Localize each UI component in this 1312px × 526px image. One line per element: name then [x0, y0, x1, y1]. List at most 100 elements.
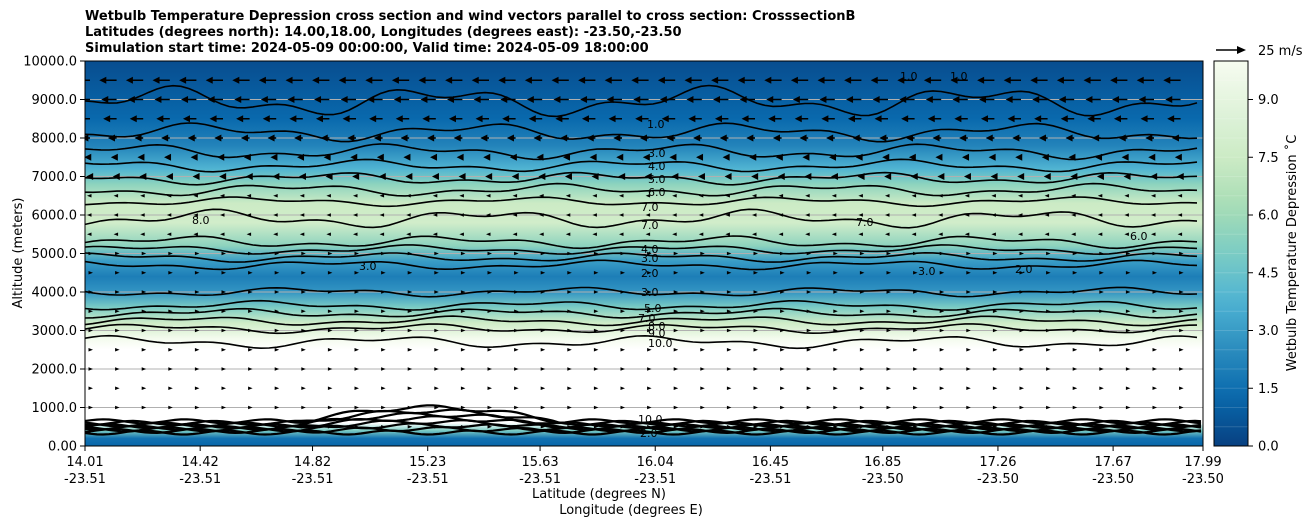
wind-vector [939, 347, 945, 352]
contour-label: 7.0 [638, 312, 656, 325]
contour-line [85, 84, 1198, 118]
wind-vector [1165, 96, 1181, 103]
wind-vector [560, 134, 569, 142]
wind-vector [115, 328, 120, 333]
wind-vector [1046, 290, 1051, 294]
wind-vector [326, 232, 331, 237]
wind-vector [221, 328, 226, 333]
wind-vector [1046, 405, 1051, 410]
x-tick-label-lat: 15.63 [521, 455, 558, 470]
wind-vector [726, 290, 732, 294]
wind-vector [722, 153, 730, 161]
wind-vector [540, 386, 546, 391]
wind-vector [1038, 134, 1048, 142]
wind-vector [378, 173, 386, 180]
wind-vector [954, 115, 968, 123]
wind-vector [540, 309, 546, 314]
wind-vector [273, 193, 278, 198]
wind-vector [88, 424, 93, 429]
colorbar-tick-label: 1.5 [1258, 382, 1279, 397]
wind-vector [1095, 153, 1103, 161]
colorbar-tick-label: 9.0 [1258, 93, 1279, 108]
wind-vector [458, 173, 466, 180]
y-tick-label: 2000.0 [32, 363, 78, 378]
wind-vector [347, 134, 356, 142]
wind-vector [859, 347, 865, 352]
wind-vector [620, 309, 625, 314]
wind-vector [1145, 134, 1154, 142]
wind-vector [434, 309, 439, 314]
wind-vector [434, 347, 439, 352]
wind-vector [164, 153, 172, 161]
wind-vector [790, 76, 809, 84]
wind-vector [88, 347, 93, 352]
wind-vector [805, 193, 810, 198]
wind-vector [833, 424, 838, 429]
wind-vector [101, 96, 117, 103]
wind-vector [647, 290, 652, 294]
wind-vector [938, 193, 943, 198]
wind-vector [1099, 386, 1104, 391]
wind-vector [741, 115, 755, 123]
wind-vector [802, 153, 810, 161]
wind-vector [267, 134, 277, 142]
wind-vector [487, 328, 492, 333]
wind-vector [274, 405, 280, 410]
wind-vector [540, 270, 546, 275]
wind-vector [858, 213, 863, 217]
wind-vector [567, 367, 572, 371]
y-tick-label: 10000.0 [23, 55, 77, 70]
wind-vector [301, 309, 306, 314]
wind-vector [432, 232, 438, 237]
contour-label: 2.0 [641, 267, 659, 280]
wind-vector [524, 76, 543, 84]
wind-vector [778, 232, 784, 237]
wind-vector [1044, 193, 1050, 198]
wind-vector [1097, 232, 1103, 237]
contour-label: 8.0 [648, 320, 666, 333]
wind-vector [1071, 193, 1076, 198]
wind-vector [274, 309, 280, 314]
wind-vector [726, 251, 732, 256]
wind-vector [833, 290, 838, 294]
wind-vector [393, 96, 410, 103]
wind-vector [487, 424, 492, 429]
colorbar-frame [1213, 60, 1249, 447]
wind-vector [966, 309, 971, 314]
wind-vector [1125, 270, 1131, 275]
wind-vector [487, 347, 492, 352]
wind-vector [991, 232, 996, 237]
wind-vector [714, 115, 729, 123]
contour-line [85, 259, 1198, 271]
wind-vector [379, 213, 385, 217]
wind-vector [886, 405, 891, 410]
wind-vector [1044, 232, 1050, 237]
wind-vector [115, 290, 120, 294]
wind-vector [406, 232, 411, 237]
wind-vector [512, 193, 518, 198]
wind-vector [447, 96, 463, 103]
x-tick-label-lon: -23.51 [749, 472, 791, 487]
wind-vector [726, 405, 732, 410]
y-axis-label: Altitude (meters) [11, 198, 26, 309]
wind-vector [686, 96, 702, 103]
wind-vector [301, 270, 306, 275]
wind-vector [939, 405, 945, 410]
wind-vector [620, 270, 625, 275]
wind-vector [448, 115, 463, 123]
x-axis: 14.01 -23.51 14.42 -23.51 14.82 -23.51 15.23 -2… [64, 446, 1224, 487]
wind-vector [884, 173, 892, 180]
wind-vector [990, 173, 998, 180]
y-tick-label: 4000.0 [32, 286, 78, 301]
wind-vector [966, 367, 971, 371]
wind-vector [140, 232, 145, 237]
wind-vector [273, 232, 278, 237]
wind-vector [553, 96, 569, 103]
wind-vector [407, 270, 413, 275]
wind-vector [354, 270, 359, 275]
wind-vector [327, 309, 333, 314]
wind-vector [962, 153, 970, 161]
wind-vector [671, 173, 679, 180]
wind-vector [376, 153, 384, 161]
wind-vector [858, 193, 863, 198]
